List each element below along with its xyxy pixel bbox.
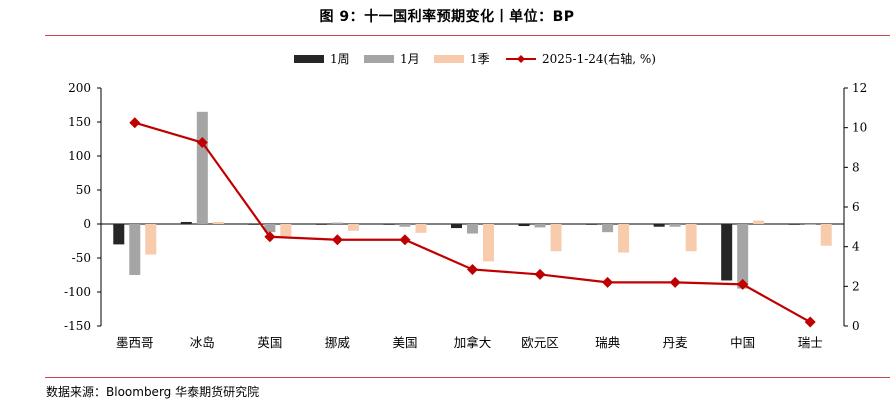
legend-label: 1周 — [330, 52, 350, 66]
bar-quarter — [145, 224, 157, 255]
left-tick-label: 100 — [68, 149, 91, 163]
category-label: 中国 — [730, 335, 755, 350]
bar-week — [451, 224, 462, 229]
line-point — [129, 117, 141, 129]
line-point — [467, 263, 478, 275]
right-tick-label: 6 — [852, 200, 860, 214]
category-label: 英国 — [257, 335, 282, 350]
legend-label: 2025-1-24(右轴, %) — [542, 51, 656, 66]
bar-week — [653, 224, 665, 227]
bar-week — [248, 224, 260, 225]
line-point — [602, 276, 614, 288]
left-tick-label: -150 — [64, 319, 91, 333]
right-tick-label: 0 — [852, 319, 860, 333]
line-point — [534, 268, 546, 280]
bar-month — [129, 224, 141, 275]
right-tick-label: 4 — [852, 240, 860, 254]
bottom-divider — [45, 377, 890, 378]
left-tick-label: -100 — [64, 285, 91, 299]
bar-month — [737, 224, 749, 289]
bar-quarter — [347, 224, 359, 231]
bar-week — [113, 224, 125, 245]
bar-week — [383, 224, 395, 225]
line-path — [134, 121, 811, 323]
bar-quarter — [550, 224, 562, 252]
legend: 1周 1月 1季 2025-1-24(右轴, %) — [294, 51, 656, 66]
bar-month — [264, 224, 276, 233]
legend-label: 1月 — [400, 52, 420, 66]
line-point — [669, 276, 681, 288]
axes: 200 150 100 50 0 -50 -100 -150 12 10 8 6 4 2 0 — [64, 81, 867, 333]
category-label: 欧元区 — [521, 335, 559, 350]
line-point — [331, 234, 343, 246]
left-tick-label: 200 — [68, 81, 91, 95]
right-tick-label: 8 — [852, 160, 860, 174]
legend-swatch — [294, 55, 324, 63]
line-series — [129, 117, 816, 328]
bar-month — [331, 222, 343, 224]
legend-marker — [517, 55, 525, 63]
source-note: 数据来源：Bloomberg 华泰期货研究院 — [46, 385, 260, 399]
category-label: 墨西哥 — [116, 335, 154, 350]
bar-quarter — [483, 224, 494, 262]
bar-quarter — [618, 224, 630, 253]
category-label: 加拿大 — [454, 335, 492, 350]
category-label: 美国 — [392, 335, 417, 350]
bar-quarter — [212, 221, 224, 224]
category-label: 挪威 — [325, 335, 351, 350]
bar-month — [804, 224, 816, 225]
bar-week — [586, 224, 598, 225]
line-point — [737, 278, 749, 290]
bar-week — [180, 221, 192, 224]
category-label: 瑞士 — [798, 335, 823, 350]
category-label: 冰岛 — [190, 335, 215, 350]
legend-swatch — [364, 55, 394, 63]
left-tick-label: 150 — [68, 115, 91, 129]
bar-week — [788, 224, 800, 225]
bar-week — [518, 224, 530, 227]
bar-month — [669, 224, 681, 227]
category-label: 丹麦 — [663, 335, 689, 350]
legend-label: 1季 — [470, 52, 490, 66]
right-tick-label: 10 — [852, 121, 867, 135]
bar-quarter — [280, 224, 292, 237]
left-tick-label: 0 — [83, 217, 91, 231]
bar-quarter — [415, 224, 427, 233]
bars — [113, 111, 832, 289]
line-point — [804, 316, 816, 328]
line-point — [399, 234, 411, 246]
right-tick-label: 12 — [852, 81, 867, 95]
bar-month — [196, 111, 208, 224]
category-label: 瑞典 — [595, 335, 620, 350]
bar-month — [467, 224, 478, 234]
line-point — [196, 137, 208, 149]
right-tick-label: 2 — [852, 279, 860, 293]
bar-month — [534, 224, 546, 228]
bar-week — [315, 224, 327, 225]
bar-quarter — [753, 220, 765, 224]
legend-swatch — [434, 55, 464, 63]
bar-quarter — [820, 224, 832, 246]
bar-week — [721, 224, 733, 281]
bar-month — [399, 224, 411, 227]
left-tick-label: 50 — [76, 183, 91, 197]
top-divider — [45, 35, 890, 36]
line-point — [264, 231, 276, 243]
chart-title: 图 9：十一国利率预期变化丨单位：BP — [319, 9, 575, 25]
category-labels: 墨西哥 冰岛 英国 挪威 美国 加拿大 欧元区 瑞典 丹麦 中国 瑞士 — [116, 335, 823, 350]
left-tick-label: -50 — [72, 251, 91, 265]
bar-month — [602, 224, 614, 233]
bar-quarter — [685, 224, 697, 252]
